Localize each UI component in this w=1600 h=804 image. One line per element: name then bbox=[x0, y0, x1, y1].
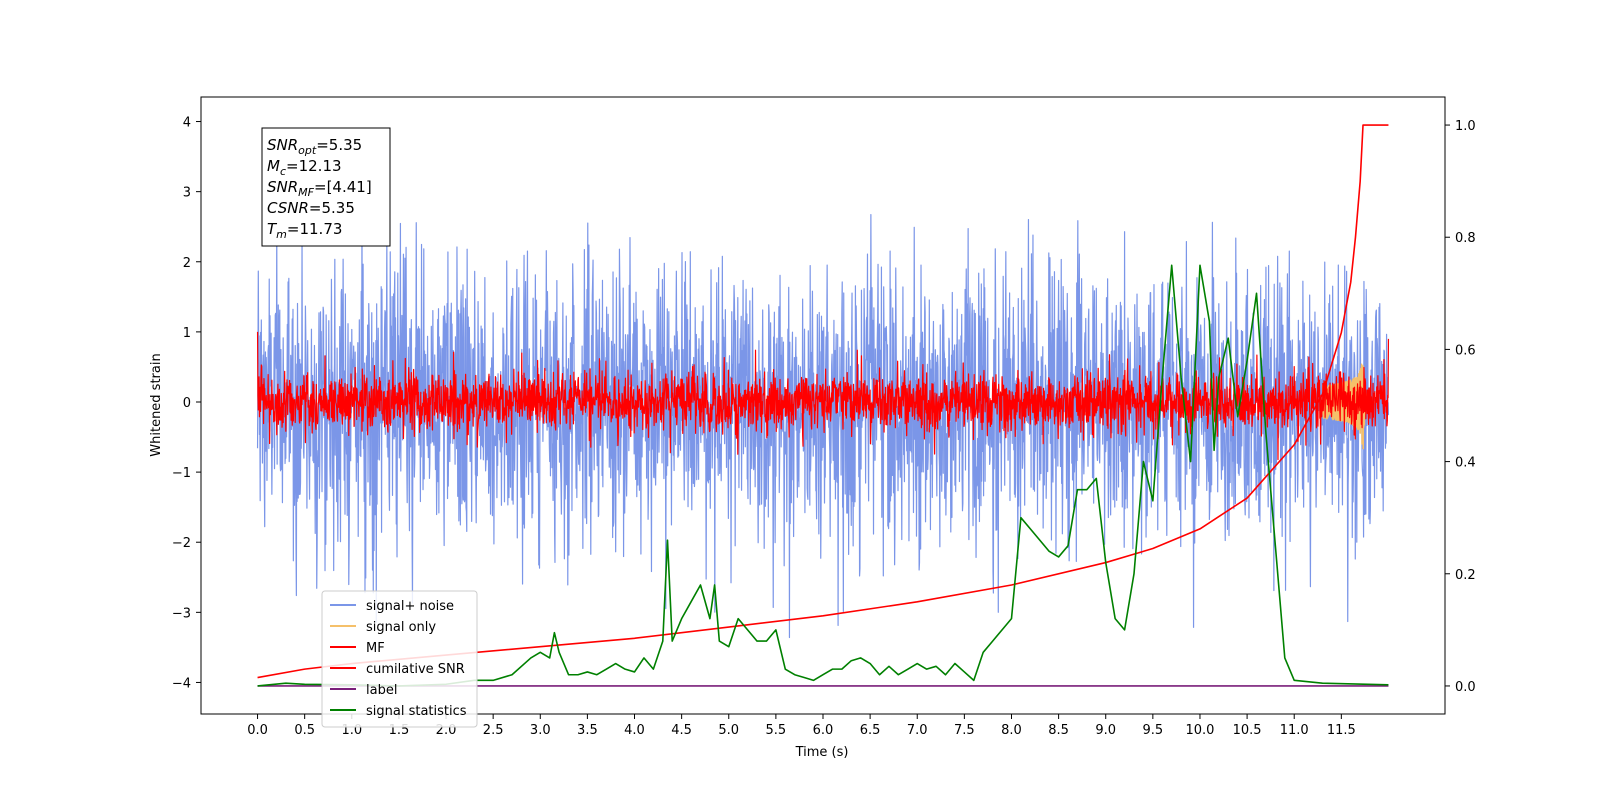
x-tick-label: 8.5 bbox=[1048, 723, 1069, 738]
x-tick-label: 10.0 bbox=[1185, 723, 1214, 738]
y-axis-right: 1.0 0.8 0.6 0.4 0.2 0.0 bbox=[1445, 119, 1476, 695]
x-axis: 0.0 0.5 1.0 1.5 2.0 2.5 3.0 3.5 4.0 4.5 5.0 5.5 6.0 6… bbox=[247, 714, 1356, 738]
stats-line-1: Mc=12.13 bbox=[267, 157, 342, 178]
y-right-tick-label: 1.0 bbox=[1455, 119, 1476, 134]
x-tick-label: 0.0 bbox=[247, 723, 268, 738]
x-tick-label: 5.5 bbox=[766, 723, 787, 738]
x-axis-label: Time (s) bbox=[795, 745, 849, 760]
stats-line-4: Tm=11.73 bbox=[267, 220, 342, 241]
y-tick-label: 4 bbox=[183, 116, 191, 131]
y-tick-label: 0 bbox=[183, 396, 191, 411]
legend-frame bbox=[321, 590, 478, 728]
x-tick-label: 3.5 bbox=[577, 723, 598, 738]
y-tick-label: 1 bbox=[183, 326, 191, 341]
legend-entry-label: signal statistics bbox=[366, 704, 467, 719]
y-tick-label: −4 bbox=[172, 676, 191, 691]
y-axis-label: Whitened strain bbox=[149, 353, 164, 456]
y-right-tick-label: 0.6 bbox=[1455, 343, 1476, 358]
y-tick-label: −1 bbox=[172, 466, 191, 481]
x-tick-label: 2.5 bbox=[483, 723, 504, 738]
y-tick-label: 2 bbox=[183, 256, 191, 271]
x-tick-label: 6.0 bbox=[813, 723, 834, 738]
stats-line-3: CSNR=5.35 bbox=[267, 199, 355, 217]
series-line-0 bbox=[256, 209, 1390, 639]
y-right-tick-label: 0.0 bbox=[1455, 680, 1476, 695]
x-tick-label: 11.5 bbox=[1327, 723, 1356, 738]
stats-line-2: SNRMF=[4.41] bbox=[267, 178, 372, 199]
legend-entry-label: signal+ noise bbox=[366, 599, 454, 614]
legend-entry-label: MF bbox=[366, 641, 385, 656]
x-tick-label: 4.0 bbox=[624, 723, 645, 738]
y-tick-label: 3 bbox=[183, 186, 191, 201]
x-tick-label: 7.5 bbox=[954, 723, 975, 738]
series-line-5 bbox=[257, 264, 1389, 687]
x-tick-label: 0.5 bbox=[294, 723, 315, 738]
x-tick-label: 10.5 bbox=[1233, 723, 1262, 738]
series-line-3 bbox=[257, 124, 1389, 679]
stats-annotation-box: SNRopt=5.35Mc=12.13SNRMF=[4.41]CSNR=5.35… bbox=[261, 127, 391, 247]
x-tick-label: 3.0 bbox=[530, 723, 551, 738]
y-right-tick-label: 0.8 bbox=[1455, 231, 1476, 246]
x-tick-label: 11.0 bbox=[1280, 723, 1309, 738]
series-line-2 bbox=[256, 331, 1390, 461]
y-axis-left: 4 3 2 1 0 −1 −2 −3 −4 bbox=[172, 116, 201, 691]
x-tick-label: 4.5 bbox=[671, 723, 692, 738]
stats-line-0: SNRopt=5.35 bbox=[267, 136, 362, 157]
y-tick-label: −2 bbox=[172, 536, 191, 551]
legend-entry-label: cumilative SNR bbox=[366, 662, 465, 677]
x-tick-label: 7.0 bbox=[907, 723, 928, 738]
x-tick-label: 5.0 bbox=[718, 723, 739, 738]
y-right-tick-label: 0.4 bbox=[1455, 456, 1476, 471]
x-tick-label: 9.0 bbox=[1095, 723, 1116, 738]
legend: signal+ noise signal only MF cumilative SNR… bbox=[321, 590, 478, 728]
stats-box-frame bbox=[261, 127, 391, 247]
y-tick-label: −3 bbox=[172, 606, 191, 621]
x-tick-label: 9.5 bbox=[1143, 723, 1164, 738]
x-tick-label: 6.5 bbox=[860, 723, 881, 738]
x-tick-label: 8.0 bbox=[1001, 723, 1022, 738]
legend-entry-label: signal only bbox=[366, 620, 436, 635]
y-right-tick-label: 0.2 bbox=[1455, 568, 1476, 583]
legend-entry-label: label bbox=[366, 683, 397, 698]
